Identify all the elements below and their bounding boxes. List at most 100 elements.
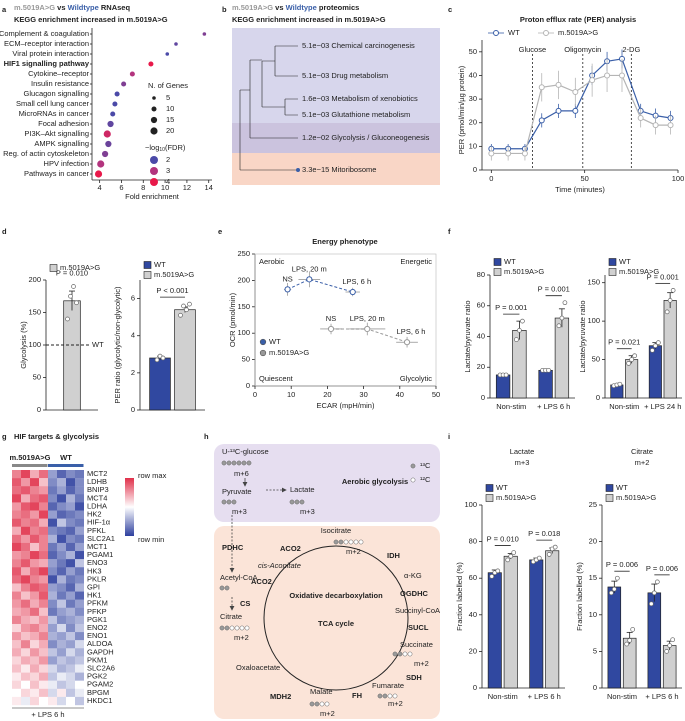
heatmap-cell [75, 478, 84, 487]
gene-label: LDHB [87, 477, 107, 486]
heatmap-cell [66, 599, 75, 608]
heatmap-cell [39, 526, 48, 536]
heatmap-cell [21, 551, 30, 560]
heatmap-cell [39, 494, 48, 503]
title-part: Wildtype [286, 3, 317, 12]
y-tick-label: 80 [469, 537, 477, 546]
heatmap-cell [30, 583, 39, 592]
group-label: WT [60, 453, 72, 462]
title-part: vs [57, 3, 65, 12]
legend-marker [259, 338, 267, 346]
heatmap-cell [57, 510, 66, 519]
heatmap-cell [30, 518, 39, 527]
heatmap-cell [66, 559, 75, 568]
panel-letter: d [2, 227, 7, 236]
heatmap-cell [39, 632, 48, 641]
legend-label: WT [496, 483, 508, 492]
data-point [664, 649, 670, 654]
gene-label: PKLR [87, 574, 107, 583]
dot [148, 61, 154, 67]
y-tick-label: 0 [131, 405, 135, 414]
bar [149, 357, 171, 411]
heatmap-cell [75, 470, 84, 479]
dot [174, 42, 178, 46]
heatmap-cell [48, 534, 57, 544]
pathway-label: m+6 [234, 469, 249, 478]
glycolysis-box [214, 444, 440, 522]
y-tick-label: 20 [469, 646, 477, 655]
data-point [536, 555, 542, 561]
legend-label: 3 [166, 166, 170, 175]
y-tick-label: 2 [131, 368, 135, 377]
heatmap-cell [39, 615, 48, 625]
data-point [489, 574, 495, 579]
legend-marker [259, 349, 267, 357]
legend-marker [493, 30, 499, 36]
panel-title: HIF targets & glycolysis [14, 432, 99, 441]
heatmap-cell [30, 567, 39, 576]
heatmap-cell [21, 542, 30, 552]
y-tick-label: 40 [469, 70, 477, 79]
panel-subtitle: KEGG enrichment increased in m.5019A>G [14, 15, 168, 24]
y-tick-label: 200 [28, 275, 41, 284]
heatmap-cell [21, 680, 30, 689]
heatmap-cell [12, 640, 21, 649]
heatmap-cell [57, 502, 66, 511]
data-point [517, 328, 522, 333]
data-point [667, 298, 673, 303]
heatmap-cell [30, 688, 39, 698]
heatmap-cell [39, 486, 48, 495]
heatmap-cell [66, 583, 75, 592]
pathway-label: cis-Aconitate [258, 561, 301, 570]
pathway-label: ACO2 [251, 577, 272, 586]
heatmap-cell [30, 575, 39, 584]
data-point [654, 579, 660, 585]
heatmap-cell [57, 494, 66, 503]
carbon-atom [410, 477, 416, 483]
heatmap-cell [75, 599, 84, 608]
data-point [648, 601, 654, 607]
legend-swatch [485, 484, 494, 492]
legend-label: WT [508, 28, 520, 37]
heatmap-cell [75, 640, 84, 649]
data-point [74, 300, 79, 306]
heatmap-cell [48, 486, 57, 495]
y-tick-label: 0 [473, 165, 477, 174]
heatmap-cell [39, 575, 48, 584]
y-axis-label: Lactate/pyruvate ratio [578, 300, 587, 372]
heatmap-cell [30, 696, 39, 706]
marker [505, 150, 512, 157]
heatmap-cell [39, 510, 48, 519]
heatmap-cell [39, 599, 48, 608]
pathway-label: m+3 [232, 507, 247, 516]
p-value: P < 0.001 [156, 286, 188, 295]
marker [538, 117, 545, 124]
carbon-atom [294, 499, 300, 505]
x-axis-label: Time (minutes) [555, 185, 605, 194]
heatmap-cell [48, 518, 57, 527]
heatmap-cell [75, 526, 84, 536]
heatmap-cell [75, 551, 84, 560]
carbon-atom [377, 693, 383, 699]
x-tick-label: Non-stim [609, 402, 639, 411]
category-label: HIF1 signalling pathway [4, 59, 90, 68]
heatmap-cell [57, 526, 66, 536]
heatmap-cell [39, 648, 48, 657]
heatmap-cell [48, 648, 57, 657]
heatmap-cell [30, 599, 39, 608]
heatmap-cell [12, 680, 21, 689]
data-point [611, 586, 617, 592]
heatmap-cell [21, 648, 30, 657]
carbon-atom [309, 701, 315, 707]
leaf-fdr: 3.3e−15 [302, 165, 329, 174]
heatmap-cell [39, 607, 48, 617]
heatmap-cell [75, 502, 84, 511]
data-point [608, 590, 614, 596]
x-tick-label: 10 [287, 390, 295, 399]
carbon-atom [402, 651, 408, 657]
point-label: NS [326, 314, 336, 323]
plot-title: Citrate [631, 447, 653, 456]
bar [647, 592, 662, 689]
plot-subtitle: m+3 [515, 458, 530, 467]
heatmap-cell [39, 551, 48, 560]
